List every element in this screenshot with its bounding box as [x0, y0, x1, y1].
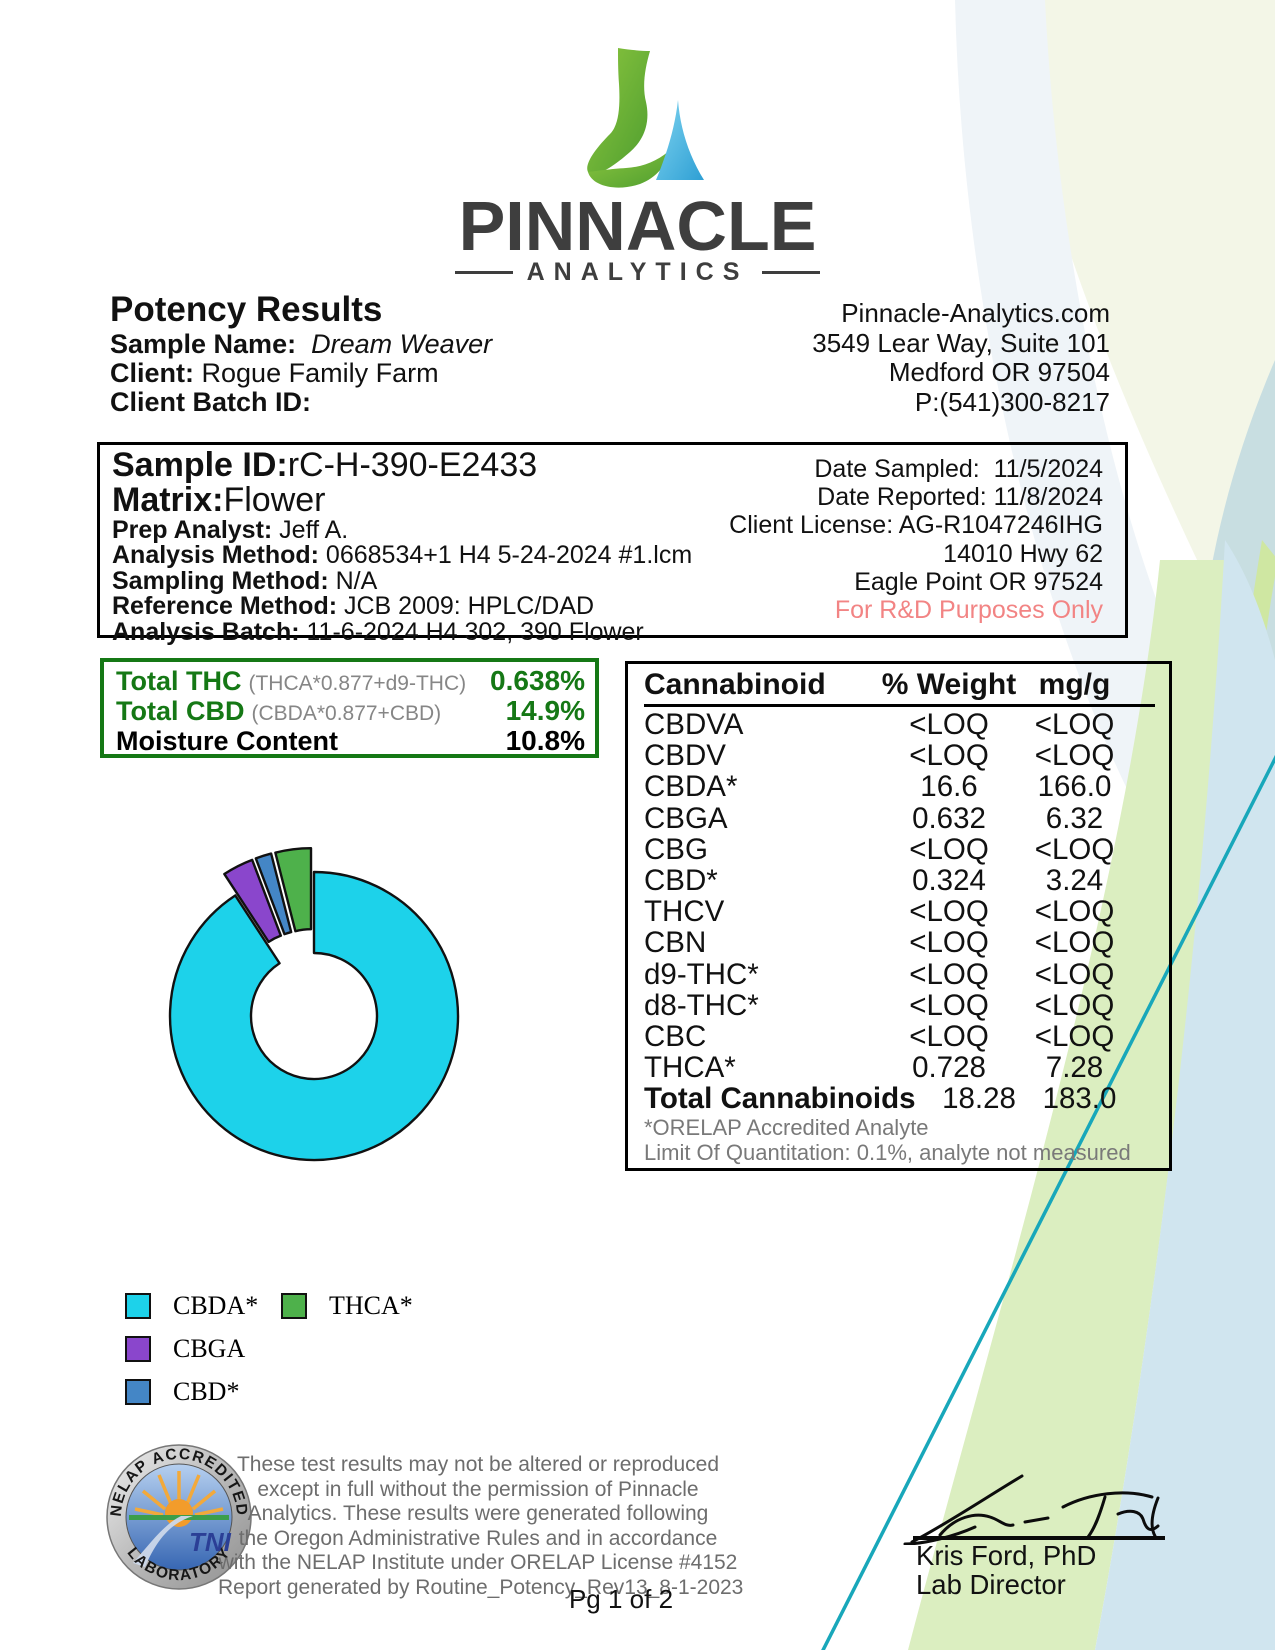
- pie-slice-CBDA: [168, 870, 460, 1162]
- total-cannabinoids-row: Total Cannabinoids 18.28 183.0: [644, 1082, 1117, 1116]
- disclaimer-line: the Oregon Administrative Rules and in a…: [238, 1526, 718, 1550]
- signer-name: Kris Ford, PhD: [916, 1540, 1097, 1571]
- brand-subtitle-text: ANALYTICS: [526, 258, 749, 286]
- pie-slice-CBGA: [223, 858, 283, 944]
- sample-id-line: Sample ID:rC-H-390-E2433: [112, 446, 538, 484]
- legend-label: CBGA: [173, 1334, 246, 1363]
- legend-label: CBD*: [173, 1377, 240, 1406]
- cannabinoid-row: d9-THC* <LOQ <LOQ: [644, 957, 1115, 991]
- totals-box: Total THC (THCA*0.877+d9-THC) 0.638% Total …: [100, 658, 599, 758]
- sample-id-value: rC-H-390-E2433: [287, 446, 538, 484]
- matrix-value: Flower: [223, 481, 326, 519]
- matrix-line: Matrix:Flower: [112, 481, 326, 519]
- page-title: Potency Results: [110, 290, 383, 329]
- legend-label: CBDA*: [173, 1291, 259, 1320]
- client-batch-line: Client Batch ID:: [110, 387, 312, 417]
- legend-item: CBGA: [125, 1334, 245, 1364]
- sample-date-line: 14010 Hwy 62: [943, 539, 1103, 568]
- cannabinoid-table-header: Cannabinoid % Weight mg/g: [644, 668, 1155, 707]
- pie-slice-CBD: [254, 852, 293, 936]
- cannabinoid-row: d8-THC* <LOQ <LOQ: [644, 988, 1115, 1022]
- brand-dash-right: [762, 271, 821, 274]
- sample-date-line: For R&D Purposes Only: [834, 596, 1103, 625]
- totals-row: Total THC (THCA*0.877+d9-THC) 0.638%: [116, 665, 585, 696]
- cannabinoid-row: CBN <LOQ <LOQ: [644, 926, 1115, 960]
- signer-title: Lab Director: [916, 1569, 1066, 1600]
- legend-item: CBDA*: [125, 1291, 258, 1321]
- disclaimer-line: with the NELAP Institute under ORELAP Li…: [218, 1551, 738, 1575]
- cannabinoid-row: CBDVA <LOQ <LOQ: [644, 708, 1115, 741]
- cannabinoid-donut-chart: [168, 846, 460, 1162]
- cannabinoid-row: CBD* 0.324 3.24: [644, 864, 1104, 898]
- legend-label: THCA*: [329, 1291, 413, 1320]
- totals-row: Moisture Content 10.8%: [116, 725, 585, 756]
- sample-date-line: Date Reported: 11/8/2024: [817, 483, 1103, 512]
- sample-date-line: Client License: AG-R1047246IHG: [729, 511, 1103, 540]
- nelap-accreditation-seal: TNI NELAP ACCREDITED LABORATORY: [106, 1444, 252, 1590]
- disclaimer-line: Report generated by Routine_Potency_Rev1…: [218, 1575, 744, 1599]
- sample-info-line: Prep Analyst: Jeff A.: [112, 516, 349, 544]
- cannabinoid-row: CBDV <LOQ <LOQ: [644, 739, 1115, 773]
- cannabinoid-row: CBDA* 16.6 166.0: [644, 770, 1112, 804]
- totals-row: Total CBD (CBDA*0.877+CBD) 14.9%: [116, 695, 585, 726]
- disclaimer-line: These test results may not be altered or…: [236, 1453, 720, 1476]
- client-line: Client: Rogue Family Farm: [110, 358, 439, 388]
- lab-address1: 3549 Lear Way, Suite 101: [812, 327, 1110, 358]
- cannabinoid-row: THCV <LOQ <LOQ: [644, 895, 1115, 929]
- sample-name-line: Sample Name: Dream Weaver: [110, 329, 493, 359]
- flask-logo-icon: [587, 48, 704, 188]
- cannabinoid-row: CBGA 0.632 6.32: [644, 801, 1104, 835]
- sample-date-line: Eagle Point OR 97524: [854, 567, 1103, 596]
- sample-info-line: Analysis Method: 0668534+1 H4 5-24-2024 …: [112, 541, 693, 570]
- legend-swatch: [281, 1293, 307, 1319]
- cannabinoid-row: CBC <LOQ <LOQ: [644, 1020, 1115, 1054]
- lab-address2: Medford OR 97504: [888, 357, 1110, 387]
- lab-phone: P:(541)300-8217: [914, 386, 1110, 417]
- sample-info-line: Sampling Method: N/A: [112, 566, 378, 595]
- pie-slice-THCA: [274, 846, 313, 933]
- legend-swatch: [125, 1293, 151, 1319]
- sample-name-value: Dream Weaver: [311, 329, 493, 359]
- lab-contact-block: Pinnacle-Analytics.com 3549 Lear Way, Su…: [812, 298, 1110, 417]
- disclaimer-line: Analytics. These results were generated …: [247, 1502, 709, 1526]
- legend-item: THCA*: [281, 1291, 413, 1321]
- sample-info-line: Reference Method: JCB 2009: HPLC/DAD: [112, 592, 595, 621]
- legend-swatch: [125, 1336, 151, 1362]
- page-number: Pg 1 of 2: [568, 1584, 674, 1614]
- table-footnotes: *ORELAP Accredited Analyte Limit Of Quan…: [644, 1114, 1131, 1165]
- sample-date-line: Date Sampled: 11/5/2024: [814, 455, 1103, 483]
- signature-line: [913, 1536, 1165, 1540]
- sample-info-box: Sample ID:rC-H-390-E2433 Matrix:Flower P…: [97, 442, 1128, 644]
- legend-item: CBD*: [125, 1377, 239, 1407]
- sample-info-line: Analysis Batch: 11-6-2024 H4 302, 390 Fl…: [112, 617, 644, 646]
- cannabinoid-row: CBG <LOQ <LOQ: [644, 832, 1115, 866]
- cannabinoid-row: THCA* 0.728 7.28: [644, 1051, 1104, 1085]
- brand-subtitle: ANALYTICS: [0, 258, 1275, 287]
- disclaimer-text: These test results may not be altered or…: [218, 1453, 744, 1601]
- legend-swatch: [125, 1379, 151, 1405]
- signature-scribble: [903, 1474, 1160, 1545]
- client-value: Rogue Family Farm: [201, 358, 439, 388]
- brand-name: PINNACLE: [458, 187, 817, 265]
- lab-website: Pinnacle-Analytics.com: [841, 298, 1110, 328]
- cannabinoid-table: Cannabinoid % Weight mg/g CBDVA <LOQ <LOQ C…: [625, 661, 1172, 1171]
- seal-tni-text: TNI: [189, 1527, 232, 1557]
- disclaimer-line: except in full without the permission of…: [257, 1477, 699, 1501]
- brand-dash-left: [454, 271, 513, 274]
- sample-dates-block: Date Sampled: 11/5/2024 Date Reported: 11…: [729, 455, 1103, 624]
